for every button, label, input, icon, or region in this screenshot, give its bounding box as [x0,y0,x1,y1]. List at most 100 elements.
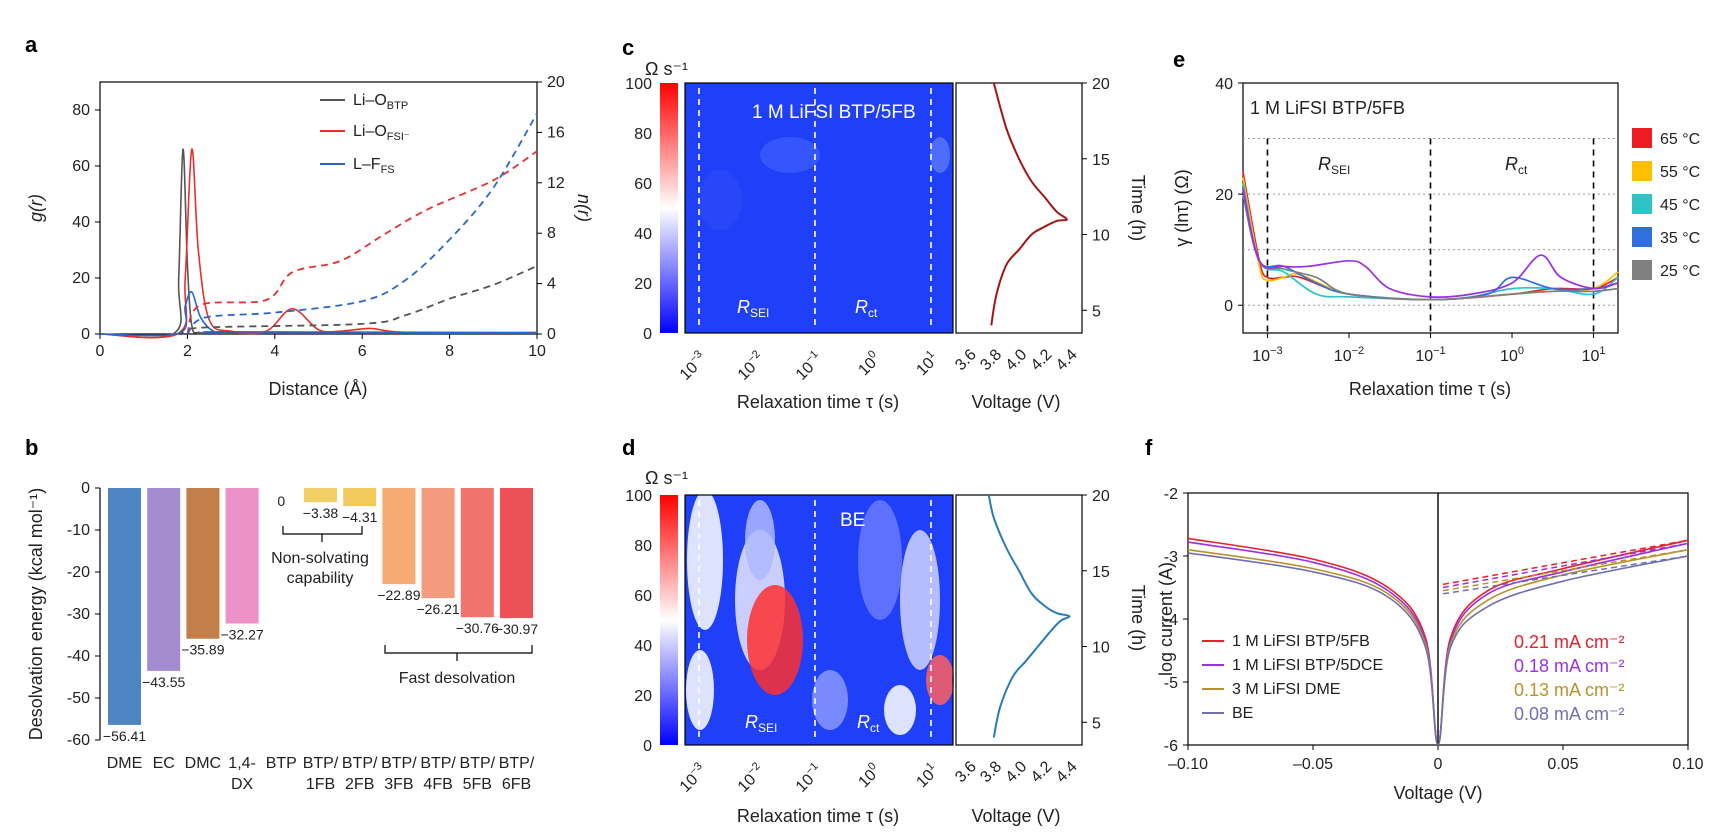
c-heat-frame [684,82,954,334]
f-ytick-label: -2 [1164,486,1178,503]
f-xlabel: Voltage (V) [1393,783,1482,803]
e-legend-label: 55 °C [1660,164,1700,181]
b-cat-label: EC [153,755,175,772]
b-bar-6 [343,488,377,507]
panel-label-a: a [25,32,38,57]
d-volt-label: 4.4 [1053,758,1081,786]
c-vlabel: Voltage (V) [971,392,1060,412]
d-heat-blob [686,650,714,730]
b-bar-value: −4.31 [342,509,378,525]
c-colorbar [660,83,678,333]
d-vlabel: Voltage (V) [971,806,1060,826]
d-heat-blob [926,655,954,705]
f-ylabel: log current (A) [1156,562,1176,676]
c-volt-label: 4.2 [1028,346,1056,374]
c-voltage-profile: 3.63.84.04.24.4 5 10 15 20 [952,76,1110,374]
b-ytick-label: -20 [67,564,90,581]
d-tau-label: 100 [853,760,884,791]
b-bar-value: −32.27 [220,627,263,643]
f-xtick-label: –0.05 [1293,756,1333,773]
c-cb-label: 0 [643,326,652,343]
c-volt-frame [955,82,1083,334]
f-tafel-fit-1 [1442,542,1689,589]
a-legend-text-3: L–FFS [353,156,395,176]
c-tau-label: 10−2 [733,348,769,384]
panel-e: e 0 20 40 10−3 10−2 10−1 100 101 1 M LiFSI BTP/… [1172,47,1700,399]
c-time-label: 15 [1092,152,1110,169]
panel-c: c Ω s⁻¹ 0 20 40 60 80 100 10−3 10−2 10−1 100 10 1 … [622,35,1148,412]
e-legend-label: 65 °C [1660,131,1700,148]
c-heat-blob [930,137,950,173]
a-xtick-label: 8 [445,343,454,360]
b-bar-value: −30.97 [495,621,538,637]
a-curves [99,113,538,339]
f-tafel-fit-3 [1442,555,1689,595]
c-cb-label: 60 [634,176,652,193]
a-ytick-label: 20 [72,270,90,287]
b-bar-9 [460,488,494,618]
d-tlabel: Time (h) [1128,585,1148,651]
a-series-1 [99,148,538,339]
b-ytick-label: -50 [67,690,90,707]
b-bar-value: −3.38 [303,505,339,521]
d-colorbar [660,495,678,745]
d-cb-label: 80 [634,538,652,555]
d-cb-label: 100 [625,488,652,505]
a-legend-text-1: Li–OBTP [353,92,408,112]
f-ticks: –0.10 –0.05 0 0.05 0.10 -2 -3 -4 -5 -6 [1164,486,1704,773]
b-cat-label: 5FB [463,776,492,793]
c-tau-label: 10−1 [791,348,827,384]
a-ylabel: g(r) [26,194,46,222]
b-note-nonsolv-2: capability [287,570,354,587]
b-ytick-label: -30 [67,606,90,623]
c-volt-label: 3.6 [952,346,980,374]
a-y2tick-label: 20 [547,74,565,91]
b-cat-label: BTP/ [420,755,456,772]
d-cb-label: 60 [634,588,652,605]
d-tau-label: 10−3 [675,760,711,796]
b-ytick-label: 0 [81,480,90,497]
c-heat-blob [698,170,742,230]
b-bars: −56.41 DME −43.55 EC −35.89 DMC −32.27 1,4- DX 0 B… [103,488,538,793]
b-bar-2 [186,488,220,639]
c-cb-label: 20 [634,276,652,293]
panel-b: b 0-10-20-30-40-50-60 −56.41DME−43.55EC−… [25,435,538,793]
b-ticks: 0 -10 -20 -30 -40 -50 -60 [67,480,100,749]
b-note-fast: Fast desolvation [399,670,516,687]
d-cb-label: 40 [634,638,652,655]
c-heatmap: 10−3 10−2 10−1 100 101 [677,82,954,384]
e-legend-label: 25 °C [1660,263,1700,280]
d-heat-blob [747,585,803,695]
b-cat-label: 4FB [423,776,452,793]
b-cat-label: BTP/ [342,755,378,772]
f-legend-label: 1 M LiFSI BTP/5FB [1232,633,1370,650]
a-xtick-label: 0 [96,343,105,360]
c-tlabel: Time (h) [1128,175,1148,241]
b-ytick-label: -40 [67,648,90,665]
e-series-0 [1242,171,1619,301]
d-xlabel: Relaxation time τ (s) [737,806,899,826]
c-tau-label: 101 [911,348,942,379]
f-series-3 [1187,552,1689,746]
a-xtick-label: 6 [358,343,367,360]
f-ytick-label: -4 [1164,612,1178,629]
b-bar-1 [147,488,181,671]
c-cb-label: 80 [634,126,652,143]
d-cb-label: 20 [634,688,652,705]
b-cat-label: DMC [185,755,221,772]
d-time-label: 5 [1092,715,1101,732]
d-heat-blob [687,490,723,630]
d-volt-curve [987,494,1071,738]
b-cat-label: BTP/ [303,755,339,772]
a-y2label: n(r) [574,194,594,222]
e-legend-swatch [1632,128,1652,148]
b-bar-value: 0 [277,493,285,509]
e-ticks: 0 20 40 10−3 10−2 10−1 100 101 [1215,76,1605,365]
c-unit: Ω s⁻¹ [645,59,688,79]
e-ytick-label: 20 [1215,187,1233,204]
e-xlabel: Relaxation time τ (s) [1349,379,1511,399]
d-unit: Ω s⁻¹ [645,468,688,488]
b-cat-label: BTP [266,755,297,772]
f-xtick-label: 0.05 [1547,756,1578,773]
